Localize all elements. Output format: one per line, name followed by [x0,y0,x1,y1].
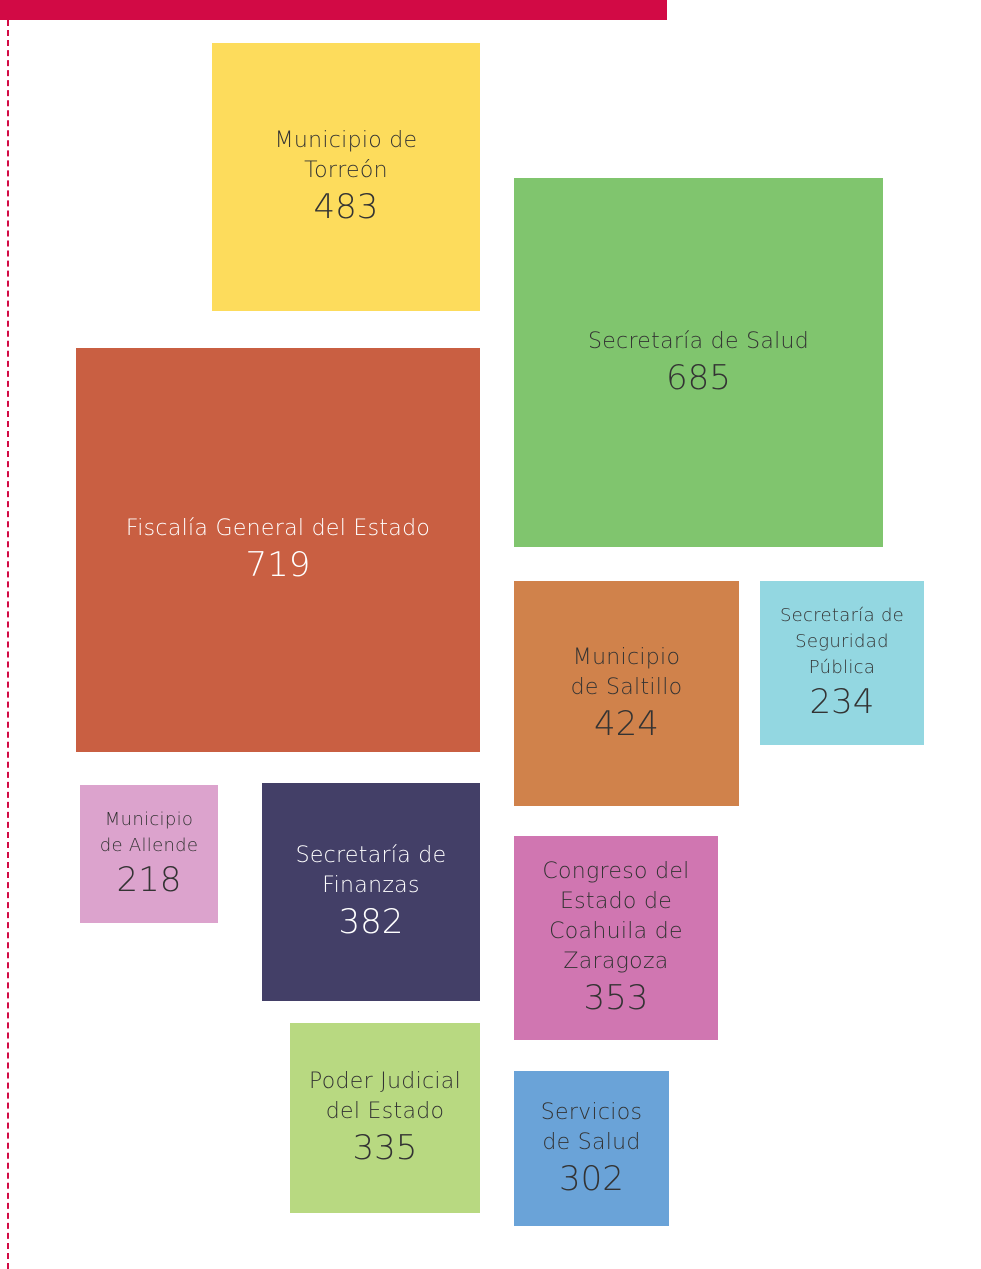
tile-label: Torreón [304,158,388,183]
tile-value: 234 [809,682,875,722]
tile-value: 382 [338,902,404,942]
tile-label: Municipio de [274,128,418,153]
tile: Secretaría de Finanzas 382 [262,783,480,1001]
tile-value: 353 [583,978,649,1018]
tile-value: 335 [352,1128,418,1168]
top-bar [0,0,667,20]
tile-label: Congreso del [542,859,690,884]
tile-label: de Allende [99,835,199,856]
tile-label: Secretaría de [779,605,905,626]
tile-value: 424 [594,703,659,744]
tile-value: 483 [313,187,379,227]
tile-value: 302 [559,1158,624,1199]
tile: Fiscalía General del Estado 719 [76,348,480,752]
tile-label: Poder Judicial [309,1069,461,1094]
tile-value: 685 [666,357,731,398]
tile-label: Coahuila de [549,919,683,944]
tile-label: Secretaría de Salud [587,328,810,354]
tile-label: Seguridad [795,631,889,652]
tile: Congreso del Estado de Coahuila de Zaragoza… [514,836,718,1040]
tile: Secretaría de Salud 685 [514,178,883,547]
tile: Municipio de Torreón 483 [212,43,480,311]
tile-label: Finanzas [322,873,420,898]
tile-label: Secretaría de [295,843,447,868]
tile-label: de Salud [542,1129,641,1155]
tile-value: 218 [116,860,182,900]
tile: Municipio de Allende 218 [80,785,218,923]
tile-label: de Saltillo [570,674,683,700]
tile-label: Municipio [572,644,681,670]
tile: Municipio de Saltillo 424 [514,581,739,806]
tile-label: Fiscalía General del Estado [125,516,431,541]
tile-label: Zaragoza [563,949,669,974]
tile-label: Pública [808,657,876,678]
tile-value: 719 [245,545,311,585]
tile: Servicios de Salud 302 [514,1071,669,1226]
tile: Poder Judicial del Estado 335 [290,1023,480,1213]
tile-label: Servicios [540,1099,643,1125]
tile: Secretaría de Seguridad Pública 234 [760,581,924,745]
tile-label: Estado de [559,889,673,914]
dashed-rule [7,20,9,1269]
tile-label: Municipio [104,809,194,830]
tile-label: del Estado [325,1099,445,1124]
